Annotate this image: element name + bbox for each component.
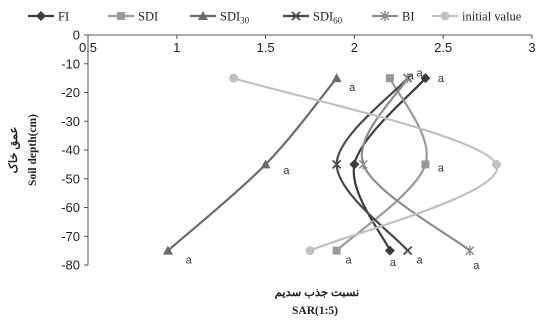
data-point (332, 246, 341, 255)
data-point (332, 159, 342, 170)
legend-swatch-marker (291, 11, 301, 21)
legend-swatch-marker (36, 11, 46, 21)
data-point (384, 245, 395, 256)
significance-letter: a (186, 254, 193, 266)
legend-item: SDI30 (190, 10, 250, 26)
legend-item: BI (372, 10, 415, 24)
legend-item: initial value (432, 10, 522, 24)
significance-letter: a (390, 257, 397, 269)
significance-letter: a (346, 254, 353, 266)
data-point (421, 160, 430, 169)
series (332, 74, 430, 255)
x-axis-title: SAR(1:5) (292, 305, 338, 317)
x-tick-label: 0.5 (79, 40, 97, 55)
x-tick-label: 1 (173, 40, 180, 55)
series (229, 73, 501, 256)
legend-swatch-marker (198, 11, 208, 20)
legend-label: SDI (138, 10, 158, 24)
y-tick-label: -30 (61, 114, 80, 129)
legend-item: SDI (108, 10, 158, 24)
series-line (233, 77, 498, 252)
data-point (403, 73, 413, 84)
legend-label: BI (402, 10, 415, 24)
y-tick-label: -10 (61, 56, 80, 71)
significance-letter: a (417, 67, 424, 79)
legend-item: FI (28, 10, 69, 24)
series (332, 73, 413, 256)
x-axis-title-fa: نسبت جذب سدیم (275, 287, 359, 300)
series-line (360, 77, 471, 252)
y-axis-title-fa: عمق خاک (7, 126, 21, 173)
legend-item: SDI60 (283, 10, 343, 26)
legend-swatch-marker (440, 11, 450, 21)
data-point (385, 74, 394, 83)
significance-letter: a (473, 260, 480, 272)
significance-letter: a (349, 82, 356, 94)
data-point (358, 159, 368, 170)
y-tick-label: -40 (61, 143, 80, 158)
y-tick-label: -20 (61, 85, 80, 100)
y-tick-label: -50 (61, 171, 80, 186)
series (349, 73, 431, 256)
data-point (305, 246, 315, 256)
data-point (331, 73, 342, 83)
series (162, 73, 342, 255)
significance-letter: a (283, 165, 290, 177)
series-group (162, 73, 501, 256)
y-tick-label: 0 (73, 28, 80, 43)
data-point (349, 159, 360, 170)
data-point (162, 245, 173, 255)
y-axis-title: Soil depth(cm) (27, 114, 39, 186)
series-line (167, 77, 338, 252)
y-tick-label: -80 (61, 258, 80, 273)
data-point (420, 73, 431, 84)
significance-letter: a (417, 254, 424, 266)
legend-swatch-marker (380, 11, 390, 21)
series-line (335, 77, 409, 252)
legend-label: initial value (462, 10, 522, 24)
x-tick-label: 2.5 (434, 40, 452, 55)
legend-swatch-marker (117, 12, 125, 20)
legend-label: SDI30 (220, 10, 250, 26)
series (358, 73, 475, 256)
y-tick-label: -70 (61, 229, 80, 244)
significance-letter: a (438, 162, 445, 174)
legend-label: SDI60 (313, 10, 343, 26)
significance-letter: a (438, 73, 445, 85)
significance-letter: a (408, 70, 415, 82)
x-tick-label: 3 (528, 40, 535, 55)
x-tick-label: 2 (351, 40, 358, 55)
series-line (352, 77, 427, 252)
data-point (403, 245, 413, 256)
x-tick-label: 1.5 (257, 40, 275, 55)
data-point (260, 159, 271, 169)
legend-label: FI (58, 10, 69, 24)
annotations-group: aa aaa aa a a a a (186, 67, 481, 272)
axes: 0.5 1 1.5 2 2.5 3 0 -10 -20 -30 -40 -50 -60 -70 -80 (61, 28, 535, 273)
data-point (229, 73, 239, 83)
data-point (465, 245, 475, 256)
y-tick-label: -60 (61, 200, 80, 215)
legend: FI SDI SDI30 SDI60 BI initial value (28, 10, 522, 26)
data-point (491, 159, 501, 169)
